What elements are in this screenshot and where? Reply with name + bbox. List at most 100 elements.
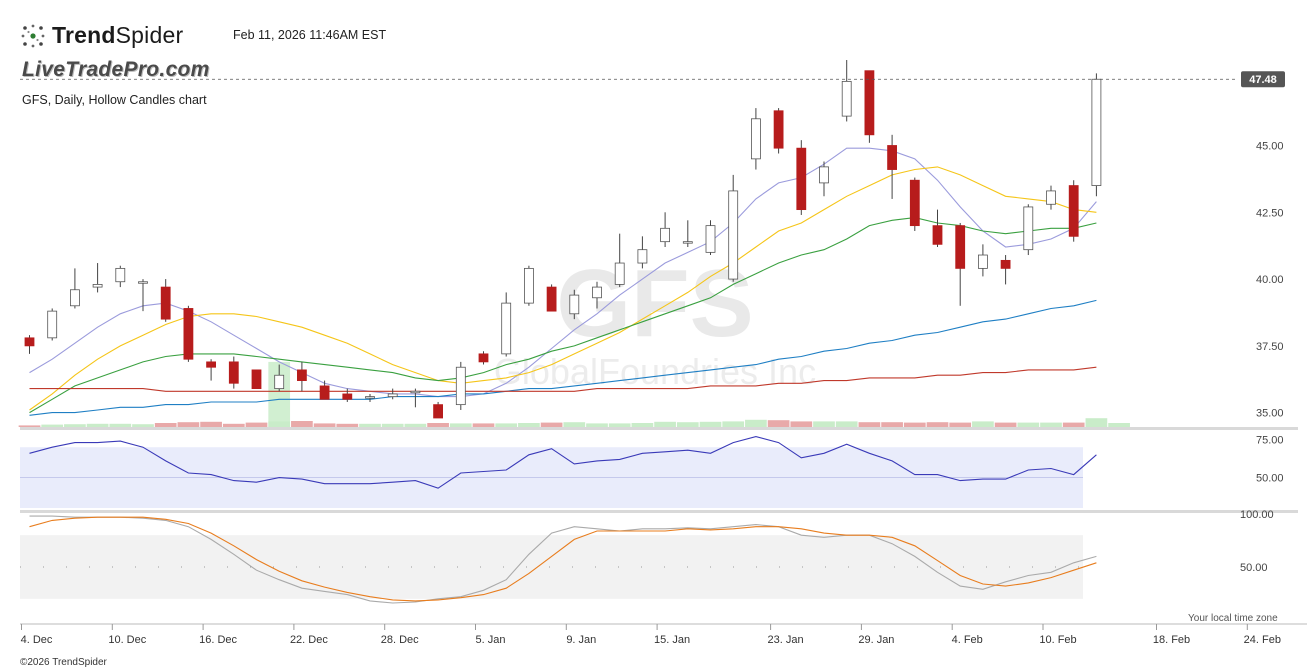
candle bbox=[387, 388, 398, 400]
company-watermark: GlobalFoundries Inc bbox=[494, 351, 816, 392]
candle-body bbox=[410, 390, 421, 394]
candle bbox=[864, 70, 875, 143]
candle bbox=[455, 361, 466, 410]
volume-bar bbox=[177, 422, 200, 427]
candle-body bbox=[228, 361, 239, 384]
candle-body bbox=[909, 179, 920, 227]
stoch-tick-label: 50.00 bbox=[1240, 562, 1268, 574]
rsi-panel bbox=[20, 436, 1097, 508]
candle bbox=[319, 380, 330, 400]
candles[interactable] bbox=[24, 60, 1102, 419]
candle-body bbox=[296, 369, 307, 381]
candle bbox=[569, 289, 580, 320]
volume-bar bbox=[518, 423, 540, 427]
candle bbox=[637, 236, 648, 269]
candle-body bbox=[546, 286, 557, 312]
candle bbox=[682, 220, 693, 248]
volume-bar bbox=[109, 423, 132, 427]
volume-bar bbox=[222, 423, 245, 427]
volume-bar bbox=[745, 419, 767, 427]
candle bbox=[660, 212, 670, 248]
candle-body bbox=[887, 145, 897, 170]
candle-body bbox=[160, 286, 171, 320]
candle-body bbox=[932, 225, 943, 245]
volume-bar bbox=[200, 421, 222, 427]
x-tick-label: 5. Jan bbox=[476, 634, 506, 646]
candle bbox=[751, 108, 761, 170]
stoch-band bbox=[20, 535, 1083, 599]
candle bbox=[138, 279, 148, 312]
candle-body bbox=[978, 254, 988, 269]
candle bbox=[228, 356, 239, 389]
copyright-footer: ©2026 TrendSpider bbox=[20, 657, 107, 668]
last-price-label: 47.48 bbox=[1249, 74, 1277, 86]
candle bbox=[365, 393, 375, 402]
candle bbox=[932, 209, 943, 248]
candle bbox=[433, 401, 444, 419]
candle-body bbox=[705, 225, 716, 253]
candle bbox=[47, 308, 58, 341]
x-tick-label: 15. Jan bbox=[654, 634, 690, 646]
candle-body bbox=[319, 385, 330, 400]
candle-body bbox=[682, 241, 693, 244]
candle-body bbox=[1023, 206, 1034, 251]
candle bbox=[1068, 180, 1079, 242]
candle bbox=[183, 305, 194, 362]
x-tick-label: 22. Dec bbox=[290, 634, 328, 646]
x-tick-label: 10. Dec bbox=[108, 634, 146, 646]
candle bbox=[296, 361, 307, 392]
volume-bar bbox=[654, 421, 676, 427]
candle bbox=[1023, 204, 1034, 256]
x-tick-label: 28. Dec bbox=[381, 634, 419, 646]
candle bbox=[592, 281, 602, 309]
candle bbox=[909, 177, 920, 231]
panel-divider bbox=[20, 510, 1298, 513]
candle-body bbox=[1000, 259, 1011, 269]
candle-body bbox=[115, 267, 126, 283]
trendspider-dots-icon bbox=[21, 24, 45, 47]
candle-body bbox=[660, 227, 670, 243]
candle-body bbox=[728, 190, 739, 280]
candle bbox=[773, 108, 784, 154]
volume-bar bbox=[563, 422, 586, 427]
volume-bar bbox=[790, 421, 813, 427]
axes-layer: 47.48 35.00 37.50 40.00 42.50 45.00 50.00 75.00… bbox=[21, 71, 1285, 646]
volume-bar bbox=[1017, 422, 1040, 427]
volume-bar bbox=[132, 424, 154, 427]
sma100-line bbox=[29, 299, 1097, 416]
volume-bar bbox=[722, 421, 745, 427]
volume-bar bbox=[336, 423, 359, 427]
candle bbox=[70, 268, 80, 309]
candle bbox=[501, 292, 512, 357]
candle-body bbox=[501, 302, 512, 355]
price-tick-label: 45.00 bbox=[1256, 141, 1284, 153]
chart-timestamp: Feb 11, 2026 11:46AM EST bbox=[233, 28, 387, 42]
x-tick-label: 18. Feb bbox=[1153, 634, 1190, 646]
candle-body bbox=[751, 118, 761, 160]
ticker-watermark: GFS bbox=[556, 250, 753, 357]
candle-body bbox=[70, 289, 80, 307]
volume-bar bbox=[404, 423, 427, 427]
candle bbox=[274, 364, 285, 392]
stoch_k-line bbox=[29, 515, 1097, 604]
stoch-tick-label: 100.00 bbox=[1240, 509, 1274, 521]
candle bbox=[546, 284, 557, 312]
candle bbox=[342, 388, 353, 402]
candle-body bbox=[138, 281, 148, 284]
site-watermark: LiveTradePro.com bbox=[22, 58, 210, 81]
x-tick-label: 23. Jan bbox=[768, 634, 804, 646]
volume-bar bbox=[64, 424, 86, 427]
candle bbox=[92, 263, 103, 293]
candle bbox=[410, 388, 421, 408]
volume-bar bbox=[1040, 422, 1062, 427]
stoch_d-line bbox=[29, 516, 1097, 602]
panel-divider bbox=[20, 427, 1298, 430]
volume-bar bbox=[858, 422, 881, 427]
volume-bar bbox=[608, 423, 631, 427]
volume-bar bbox=[154, 423, 177, 427]
candle-body bbox=[342, 393, 353, 400]
local-time-note: Your local time zone bbox=[1188, 613, 1278, 624]
volume-bar bbox=[245, 422, 268, 427]
x-tick-label: 4. Dec bbox=[21, 634, 53, 646]
price-tick-label: 37.50 bbox=[1256, 341, 1284, 353]
